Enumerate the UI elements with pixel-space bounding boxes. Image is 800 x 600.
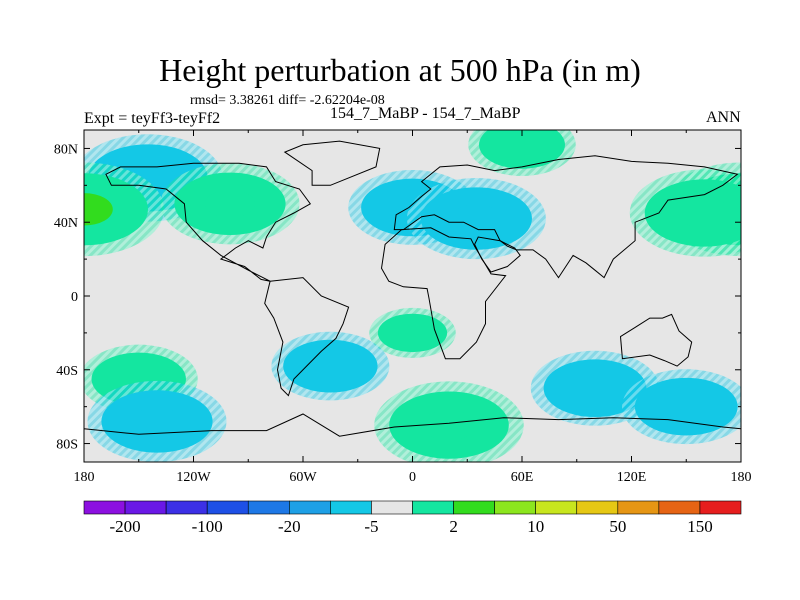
colorbar-box: [412, 500, 454, 515]
chart-title: Height perturbation at 500 hPa (in m): [159, 52, 641, 88]
coastline-arabia: [474, 236, 521, 273]
field-core: [84, 173, 148, 246]
coastline-australia: [619, 313, 693, 367]
y-tick-label: 0: [71, 290, 78, 305]
colorbar-box: [83, 500, 126, 515]
x-tick-label: 120E: [617, 470, 647, 485]
colorbar: -200 -100 -20 -5 2 10 50 150: [83, 500, 742, 536]
field-center: [131, 407, 183, 436]
field-core: [543, 359, 647, 418]
field-core: [634, 377, 738, 436]
colorbar-box: [371, 500, 413, 515]
y-tick-label: 80S: [56, 438, 78, 453]
coastline-eurasia: [393, 155, 739, 279]
colorbar-box: [247, 500, 290, 515]
colorbar-label: -200: [109, 517, 140, 536]
x-tick-label: 0: [409, 470, 416, 485]
colorbar-box: [699, 500, 742, 515]
colorbar-box: [658, 500, 701, 515]
field-center: [84, 193, 113, 226]
field-core: [283, 339, 378, 393]
field-core: [479, 130, 565, 169]
field-center: [422, 409, 476, 441]
x-tick-label: 60E: [511, 470, 534, 485]
colorbar-box: [330, 500, 372, 515]
coastline-antarctica: [84, 413, 741, 462]
colorbar-label: -5: [364, 517, 378, 536]
case-label: 154_7_MaBP - 154_7_MaBP: [330, 105, 521, 122]
stats-label: rmsd= 3.38261 diff= -2.62204e-08: [190, 93, 385, 108]
y-tick-label: 40N: [54, 216, 78, 231]
x-tick-label: 180: [731, 470, 752, 485]
colorbar-box: [453, 500, 495, 515]
colorbar-box: [576, 500, 619, 515]
map-field: [84, 130, 741, 462]
colorbar-box: [206, 500, 249, 515]
colorbar-label: -20: [278, 517, 301, 536]
field-center: [204, 189, 256, 218]
coastline-south-america: [264, 277, 350, 397]
season-label: ANN: [706, 109, 741, 126]
colorbar-box: [165, 500, 208, 515]
colorbar-label: -100: [192, 517, 223, 536]
land-outlines: [84, 140, 741, 462]
field-core: [377, 313, 448, 353]
colorbar-box: [535, 500, 578, 515]
colorbar-label: 2: [449, 517, 458, 536]
coastline-north-america: [105, 162, 312, 282]
x-tick-label: 120W: [176, 470, 211, 485]
colorbar-label: 50: [609, 517, 626, 536]
colorbar-label: 150: [687, 517, 713, 536]
y-tick-label: 40S: [56, 364, 78, 379]
coastline-africa: [380, 227, 507, 360]
x-tick-label: 180: [74, 470, 95, 485]
x-tick-label: 60W: [289, 470, 317, 485]
map-axes: 180 120W 60W 0 60E 120E 180 80N 40N 0 40S 80S: [54, 129, 752, 485]
field-center: [451, 204, 502, 233]
coastline-greenland: [283, 140, 381, 186]
colorbar-box: [494, 500, 536, 515]
colorbar-box: [289, 500, 331, 515]
experiment-label: Expt = teyFf3-teyFf2: [84, 110, 221, 127]
y-tick-label: 80N: [54, 142, 78, 157]
colorbar-box: [124, 500, 167, 515]
colorbar-box: [617, 500, 660, 515]
colorbar-label: 10: [527, 517, 544, 536]
field-center: [677, 197, 732, 229]
